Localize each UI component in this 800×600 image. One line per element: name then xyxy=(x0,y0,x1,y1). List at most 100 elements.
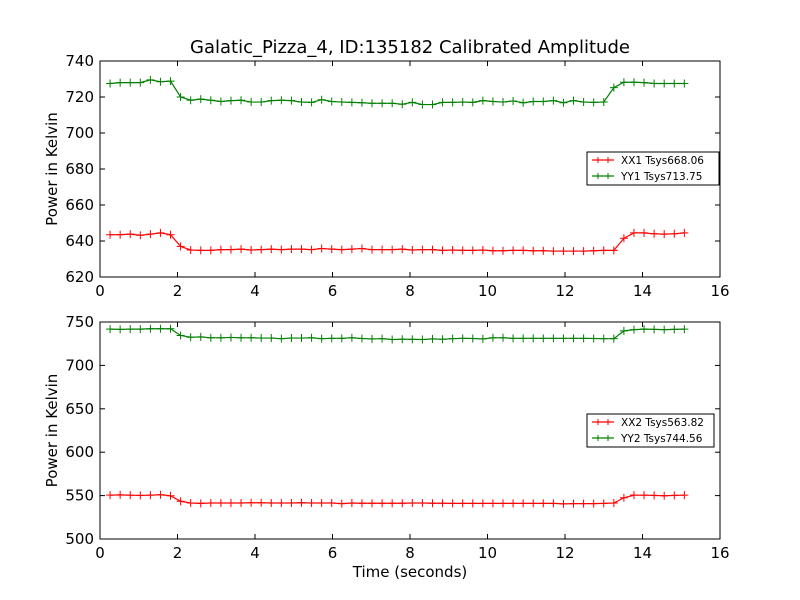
data-point xyxy=(378,99,387,108)
data-point xyxy=(629,78,638,87)
data-point xyxy=(599,499,608,508)
data-point xyxy=(539,97,548,106)
data-point xyxy=(176,242,185,251)
data-point xyxy=(398,100,407,109)
data-point xyxy=(176,497,185,506)
data-point xyxy=(640,325,649,334)
x-tick-label: 8 xyxy=(405,544,415,562)
x-tick-label: 10 xyxy=(478,544,497,562)
data-point xyxy=(488,97,497,106)
legend-label: YY2 Tsys744.56 xyxy=(620,433,703,445)
data-point xyxy=(136,491,145,500)
data-point xyxy=(206,498,215,507)
data-point xyxy=(660,325,669,334)
x-tick-label: 10 xyxy=(478,282,497,300)
data-point xyxy=(559,334,568,343)
data-point xyxy=(589,334,598,343)
data-point xyxy=(539,499,548,508)
x-tick-label: 14 xyxy=(633,282,652,300)
data-point xyxy=(216,245,225,254)
data-point xyxy=(408,98,417,107)
data-point xyxy=(448,246,457,254)
data-point xyxy=(186,498,195,507)
x-tick-label: 6 xyxy=(328,544,338,562)
data-point xyxy=(529,334,538,343)
data-point xyxy=(408,335,417,344)
x-tick-label: 0 xyxy=(95,544,105,562)
data-point xyxy=(106,79,115,88)
data-point xyxy=(499,98,507,107)
data-point xyxy=(267,245,276,254)
y-tick-label: 720 xyxy=(65,88,94,106)
data-point xyxy=(226,245,235,254)
y-axis-label: Power in Kelvin xyxy=(43,112,61,226)
data-point xyxy=(357,98,366,107)
data-point xyxy=(317,498,326,507)
data-point xyxy=(297,245,306,254)
data-point xyxy=(116,490,125,499)
data-point xyxy=(327,498,336,507)
data-point xyxy=(347,333,356,342)
data-point xyxy=(357,334,366,343)
data-point xyxy=(176,93,185,101)
data-point xyxy=(670,491,679,500)
data-point xyxy=(257,498,266,507)
data-point xyxy=(438,335,447,344)
data-point xyxy=(569,334,578,343)
data-point xyxy=(226,96,235,105)
data-point xyxy=(609,498,618,507)
data-point xyxy=(116,325,125,334)
y-tick-label: 740 xyxy=(65,52,94,70)
data-point xyxy=(378,499,387,508)
data-point xyxy=(398,335,407,344)
data-point xyxy=(468,334,477,343)
data-point xyxy=(347,498,356,507)
data-point xyxy=(559,499,568,508)
legend-marker xyxy=(595,157,611,163)
data-point xyxy=(670,325,679,334)
data-point xyxy=(660,230,669,239)
data-point xyxy=(126,230,135,239)
data-point xyxy=(650,491,659,500)
data-point xyxy=(257,98,266,107)
data-point xyxy=(448,499,457,508)
y-tick-label: 650 xyxy=(65,400,94,418)
data-point xyxy=(126,325,135,334)
data-point xyxy=(629,491,638,500)
data-point xyxy=(327,97,336,106)
series-line-yy xyxy=(110,328,685,341)
data-point xyxy=(287,334,296,343)
data-point xyxy=(337,98,346,107)
series-line-yy xyxy=(110,79,685,106)
data-point xyxy=(297,334,306,343)
data-point xyxy=(559,247,568,256)
data-point xyxy=(257,245,266,254)
data-point xyxy=(680,228,689,237)
data-point xyxy=(237,498,246,507)
data-point xyxy=(458,334,467,343)
x-tick-label: 2 xyxy=(173,282,183,300)
data-point xyxy=(670,229,679,238)
data-point xyxy=(499,333,507,342)
data-point xyxy=(237,96,246,105)
data-point xyxy=(166,230,175,239)
legend: XX1 Tsys668.06 YY1 Tsys713.75 xyxy=(586,151,720,186)
data-point xyxy=(327,334,336,343)
data-point xyxy=(307,98,316,107)
data-point xyxy=(136,231,145,240)
data-point xyxy=(247,98,256,107)
y-tick-label: 700 xyxy=(65,124,94,142)
data-point xyxy=(418,245,427,254)
data-point xyxy=(640,78,649,87)
data-point xyxy=(559,98,568,107)
data-point xyxy=(206,96,215,105)
data-point xyxy=(670,79,679,88)
data-point xyxy=(277,245,286,254)
x-tick-label: 12 xyxy=(555,544,574,562)
data-point xyxy=(428,499,437,508)
data-point xyxy=(368,334,377,343)
y-tick-label: 620 xyxy=(65,268,94,286)
y-axis-label: Power in Kelvin xyxy=(43,374,61,488)
data-point xyxy=(146,324,155,333)
data-point xyxy=(126,491,135,500)
